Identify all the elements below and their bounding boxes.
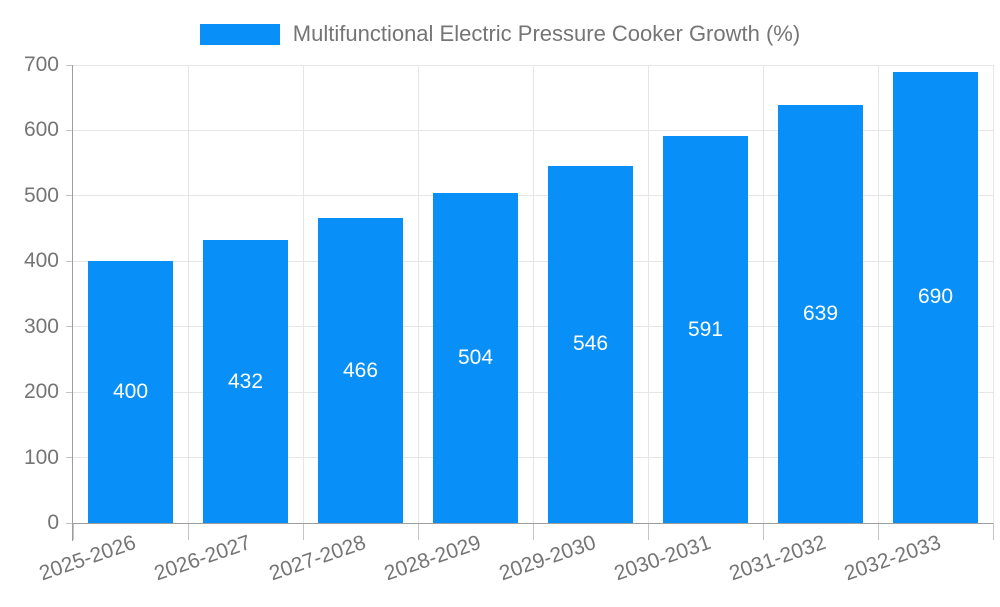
legend[interactable]: Multifunctional Electric Pressure Cooker…: [0, 21, 1000, 47]
y-axis-label: 600: [23, 118, 59, 142]
x-tick: [532, 523, 534, 540]
v-gridline: [647, 65, 649, 523]
legend-label: Multifunctional Electric Pressure Cooker…: [292, 21, 801, 46]
y-axis-label: 200: [23, 380, 59, 404]
y-tick: [66, 260, 73, 262]
bar-value-label: 466: [342, 358, 379, 382]
x-tick: [417, 523, 419, 540]
bar-value-label: 400: [112, 380, 149, 404]
bar[interactable]: [88, 261, 173, 523]
y-tick: [66, 129, 73, 131]
x-tick: [992, 523, 994, 540]
v-gridline: [417, 65, 419, 523]
y-tick: [66, 457, 73, 459]
x-axis-line: [73, 522, 993, 524]
x-tick: [762, 523, 764, 540]
bar[interactable]: [203, 240, 288, 523]
bar-value-label: 591: [687, 317, 724, 341]
bar[interactable]: [318, 218, 403, 523]
bar-value-label: 504: [457, 346, 494, 370]
v-gridline: [532, 65, 534, 523]
y-axis-label: 500: [23, 183, 59, 207]
y-tick: [66, 522, 73, 524]
y-tick: [66, 326, 73, 328]
x-tick: [72, 523, 74, 540]
y-axis-label: 0: [47, 511, 59, 534]
bar-value-label: 690: [917, 285, 954, 309]
y-axis-label: 700: [23, 53, 59, 76]
v-gridline: [992, 65, 994, 523]
y-tick: [66, 391, 73, 393]
bar[interactable]: [778, 104, 863, 523]
v-gridline: [877, 65, 879, 523]
x-tick: [647, 523, 649, 540]
x-tick: [187, 523, 189, 540]
bar-value-label: 546: [572, 332, 609, 356]
bar[interactable]: [663, 136, 748, 523]
bar[interactable]: [548, 165, 633, 523]
y-axis-label: 300: [23, 314, 59, 338]
bar-value-label: 639: [802, 301, 839, 325]
y-tick: [66, 64, 73, 66]
x-tick: [302, 523, 304, 540]
bar[interactable]: [893, 71, 978, 523]
v-gridline: [187, 65, 189, 523]
y-axis-label: 400: [23, 249, 59, 273]
bar-value-label: 432: [227, 369, 264, 393]
v-gridline: [302, 65, 304, 523]
x-tick: [877, 523, 879, 540]
y-axis-label: 100: [23, 445, 59, 469]
bar[interactable]: [433, 193, 518, 523]
legend-swatch: [199, 23, 280, 45]
y-tick: [66, 195, 73, 197]
v-gridline: [762, 65, 764, 523]
y-axis-line: [72, 65, 73, 541]
